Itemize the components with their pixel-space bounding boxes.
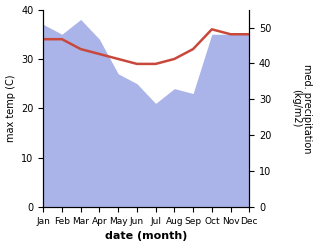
Y-axis label: med. precipitation
(kg/m2): med. precipitation (kg/m2)	[291, 64, 313, 153]
X-axis label: date (month): date (month)	[105, 231, 187, 242]
Y-axis label: max temp (C): max temp (C)	[5, 75, 16, 142]
